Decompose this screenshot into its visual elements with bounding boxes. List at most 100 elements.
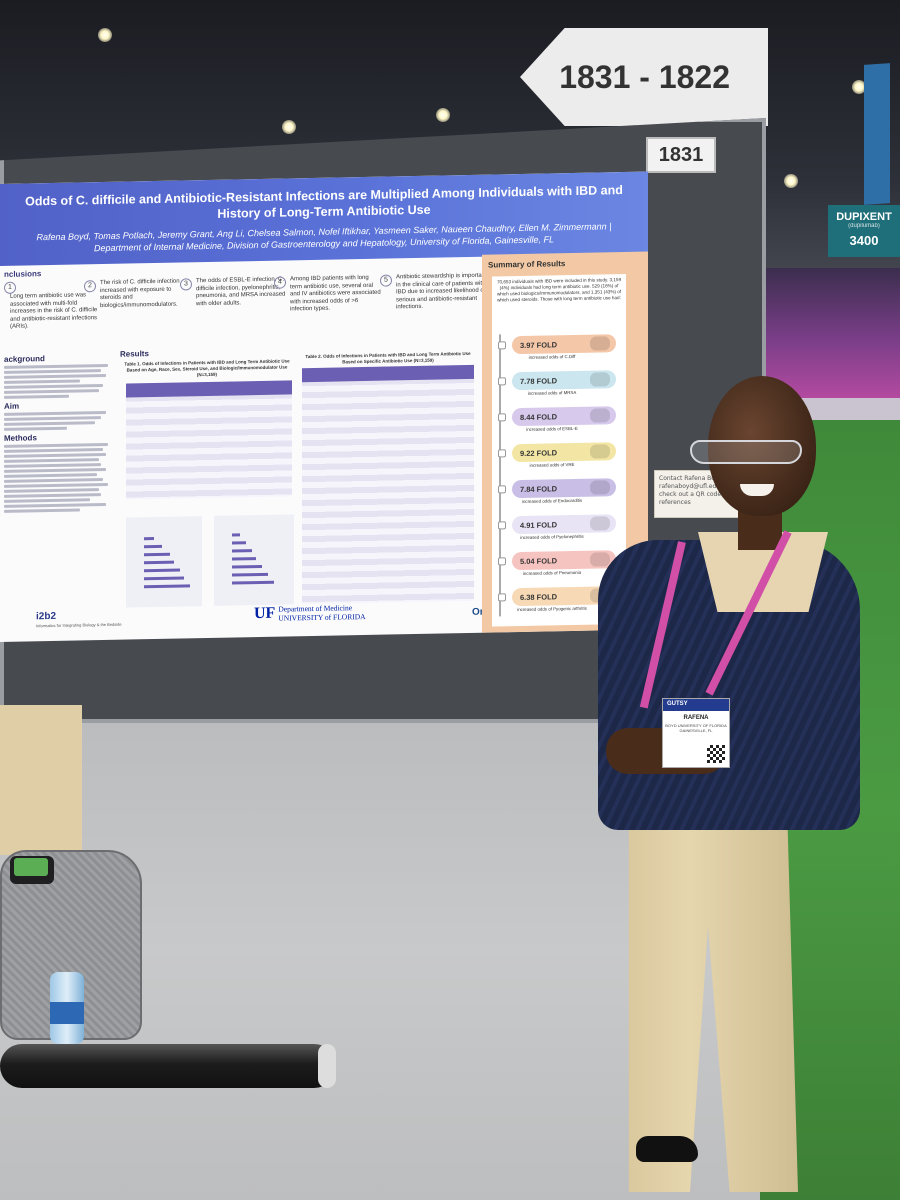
figure-bar: [144, 537, 154, 541]
aim-heading: Aim: [4, 401, 20, 411]
fold-label: increased odds of MRSA: [527, 389, 577, 396]
conclusions-section: nclusions 1 Long term antibiotic use was…: [0, 261, 487, 336]
presenter-glasses: [690, 440, 802, 464]
fold-value: 8.44 FOLD: [520, 411, 558, 422]
conclusion-number: 1: [4, 281, 16, 294]
person-partial-left: [0, 705, 82, 855]
poster-tube: [0, 1044, 336, 1088]
backpack-tag: [14, 858, 48, 876]
fold-label: increased odds of VRE: [529, 461, 575, 468]
conclusion-number: 2: [84, 280, 96, 293]
badge-name: RAFENA: [683, 715, 709, 721]
figure-bar: [232, 549, 252, 553]
hanging-banner: [864, 63, 890, 205]
figure-bar: [144, 552, 170, 557]
presenter-smile: [740, 484, 774, 496]
fold-value: 9.22 FOLD: [520, 447, 558, 458]
figure-bar: [144, 560, 174, 565]
figure-bar: [144, 544, 162, 549]
figure-bar: [232, 533, 240, 537]
fold-value: 5.04 FOLD: [520, 555, 558, 566]
table1: [126, 380, 292, 500]
poster-header: Odds of C. difficile and Antibiotic-Resi…: [0, 171, 648, 266]
figure-bar: [144, 568, 180, 573]
i2b2-logo: i2b2: [36, 610, 57, 623]
sponsor-sign: DUPIXENT (dupilumab) 3400: [828, 205, 900, 257]
uf-department: Department of Medicine UNIVERSITY of FLO…: [278, 603, 366, 623]
fold-label: increased odds of Pneumonia: [522, 569, 582, 576]
fold-value: 7.78 FOLD: [520, 375, 558, 386]
conclusion-text: Among IBD patients with long term antibi…: [290, 274, 381, 313]
methods-text: [4, 442, 112, 513]
ceiling-light: [282, 120, 296, 134]
poster-title: Odds of C. difficile and Antibiotic-Resi…: [25, 183, 623, 221]
conclusion-text: Antibiotic stewardship is important in t…: [396, 272, 487, 311]
figure2-chart: [214, 514, 294, 606]
presenter: GUTSY RAFENA BOYD UNIVERSITY OF FLORIDA …: [590, 372, 870, 1200]
methods-heading: Methods: [4, 433, 37, 443]
poster-left-column: ackground Aim Methods: [4, 350, 112, 622]
conclusion-text: The risk of C. difficile infection incre…: [100, 278, 180, 309]
water-bottle-label: [50, 1002, 84, 1024]
sponsor-booth-number: 3400: [849, 233, 879, 248]
figure-bar: [232, 580, 274, 585]
ceiling-light: [98, 28, 112, 42]
fold-label: increased odds of C.Diff: [528, 353, 576, 360]
badge-event: GUTSY: [663, 699, 729, 711]
figure-bar: [232, 541, 246, 545]
timeline-marker: [498, 341, 506, 350]
table2-header: [302, 364, 474, 383]
timeline-marker: [498, 413, 506, 422]
sponsor-subtitle: (dupilumab): [848, 223, 880, 229]
timeline-marker: [498, 557, 506, 566]
booth-range-sign: 1831 - 1822: [520, 28, 768, 126]
results-heading: Results: [120, 349, 149, 359]
sponsor-brand: DUPIXENT: [836, 211, 892, 223]
figure1-chart: [126, 516, 202, 608]
table1-caption: Table 1. Odds of Infections in Patients …: [124, 358, 290, 378]
fold-label: increased odds of Pyogenic arthritis: [517, 605, 587, 613]
background-text: [4, 363, 112, 399]
uf-logo: UF Department of Medicine UNIVERSITY of …: [254, 603, 366, 623]
figure-bar: [232, 557, 256, 561]
board-number-sign: 1831: [646, 137, 716, 173]
table2: [302, 364, 474, 605]
table1-header: [126, 380, 292, 398]
timeline-marker: [498, 593, 506, 602]
poster-authors: Rafena Boyd, Tomas Potlach, Jeremy Grant…: [36, 221, 612, 254]
uf-mark: UF: [254, 604, 276, 623]
organism-icon: [590, 336, 610, 351]
timeline-marker: [498, 377, 506, 386]
summary-heading: Summary of Results: [488, 259, 566, 270]
research-poster: Odds of C. difficile and Antibiotic-Resi…: [0, 171, 648, 642]
fold-label: increased odds of Pyelonephritis: [520, 533, 584, 541]
background-heading: ackground: [4, 354, 45, 364]
table2-caption: Table 2. Odds of Infections in Patients …: [305, 350, 471, 365]
timeline-marker: [498, 485, 506, 494]
fold-value: 6.38 FOLD: [520, 591, 558, 602]
name-badge: GUTSY RAFENA BOYD UNIVERSITY OF FLORIDA …: [662, 698, 730, 768]
figure-bar: [232, 572, 268, 577]
fold-label: increased odds of Endocarditis: [521, 497, 583, 504]
conclusions-heading: nclusions: [4, 269, 42, 279]
i2b2-tagline: Informatics for Integrating Biology & th…: [36, 621, 122, 629]
figure-bar: [232, 564, 262, 569]
ceiling-light: [852, 80, 866, 94]
presenter-pants: [628, 812, 798, 1192]
figure-bar: [144, 584, 190, 589]
ceiling-light: [436, 108, 450, 122]
fold-value: 3.97 FOLD: [520, 339, 558, 350]
fold-value: 7.84 FOLD: [520, 483, 558, 494]
timeline-marker: [498, 521, 506, 530]
fold-value: 4.91 FOLD: [520, 519, 558, 530]
exhibit-booth: [757, 268, 900, 398]
badge-affiliation: BOYD UNIVERSITY OF FLORIDA GAINESVILLE, …: [665, 723, 727, 733]
fold-pill: 3.97 FOLD: [512, 334, 616, 355]
summary-intro: 70,653 individuals with IBD were include…: [496, 277, 622, 303]
fold-label: increased odds of ESBL-E: [526, 425, 578, 432]
fold-result: 3.97 FOLD increased odds of C.Diff: [498, 334, 616, 364]
conclusion-number: 5: [380, 274, 392, 287]
poster-tube-cap: [318, 1044, 336, 1088]
uf-line2: UNIVERSITY of FLORIDA: [278, 611, 366, 623]
timeline-marker: [498, 449, 506, 458]
